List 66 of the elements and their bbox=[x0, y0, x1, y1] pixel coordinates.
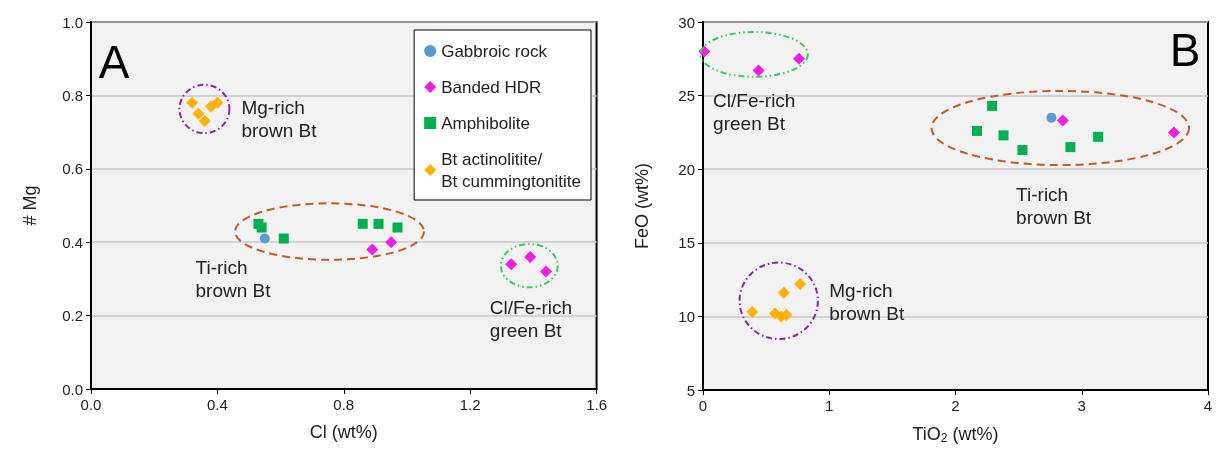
point bbox=[256, 222, 267, 233]
point bbox=[752, 64, 765, 77]
x-tick-label: 0.4 bbox=[206, 396, 228, 413]
point bbox=[186, 96, 199, 109]
annotation: B bbox=[1169, 23, 1201, 76]
point bbox=[1017, 145, 1028, 156]
y-tick-label: 25 bbox=[678, 87, 695, 105]
point bbox=[1167, 126, 1180, 139]
y-tick-label: 0.0 bbox=[62, 380, 83, 398]
y-tick-label: 10 bbox=[678, 307, 695, 325]
x-tick-label: 0.8 bbox=[333, 396, 355, 413]
y-axis-title: # Mg bbox=[20, 185, 40, 226]
annotation: Mg-rich brown Bt bbox=[829, 279, 905, 324]
x-tick-label: 2 bbox=[951, 397, 960, 414]
y-tick-label: 0.2 bbox=[62, 307, 83, 325]
point bbox=[259, 233, 270, 244]
point bbox=[794, 278, 807, 291]
point bbox=[211, 96, 224, 109]
legend-label: Gabbroic rock bbox=[441, 41, 548, 61]
annotation: Ti-rich brown Bt bbox=[195, 256, 272, 301]
annotation: Cl/Fe-rich green Bt bbox=[713, 90, 796, 135]
point bbox=[792, 52, 805, 65]
x-tick-label: 1.2 bbox=[459, 396, 481, 413]
y-tick-label: 20 bbox=[678, 160, 695, 178]
point bbox=[198, 115, 211, 128]
point bbox=[385, 236, 398, 249]
point bbox=[1046, 112, 1057, 123]
annotation: Cl/Fe-rich green Bt bbox=[489, 297, 573, 342]
y-tick-label: 0.4 bbox=[62, 233, 83, 251]
y-tick-label: 0.8 bbox=[62, 86, 83, 104]
legend-label: Bt actinolitite/ Bt cummingtonitite bbox=[441, 149, 582, 191]
annotation: Ti-rich brown Bt bbox=[1016, 184, 1092, 228]
y-tick-label: 1.0 bbox=[62, 13, 83, 31]
y-tick-label: 0.6 bbox=[62, 160, 83, 178]
point bbox=[987, 100, 998, 111]
point bbox=[392, 222, 403, 233]
point bbox=[540, 265, 553, 278]
point bbox=[971, 125, 982, 136]
x-tick-label: 0.0 bbox=[80, 396, 102, 413]
legend-label: Banded HDR bbox=[441, 77, 542, 97]
point bbox=[777, 286, 790, 299]
point bbox=[1065, 142, 1076, 153]
point bbox=[1093, 131, 1104, 142]
point bbox=[357, 218, 368, 229]
y-tick-label: 30 bbox=[678, 13, 695, 31]
x-tick-label: 0 bbox=[698, 397, 708, 414]
annotation: Mg-rich brown Bt bbox=[241, 97, 318, 142]
legend-label: Amphibolite bbox=[441, 113, 530, 133]
x-tick-label: 3 bbox=[1077, 397, 1086, 414]
point bbox=[373, 218, 384, 229]
x-tick-label: 1.6 bbox=[586, 396, 607, 413]
x-axis-title: Cl (wt%) bbox=[309, 422, 378, 442]
point bbox=[524, 250, 537, 263]
annotation: A bbox=[98, 36, 130, 89]
point bbox=[998, 130, 1009, 141]
point bbox=[366, 243, 379, 256]
point bbox=[746, 305, 759, 318]
y-axis-title: FeO (wt%) bbox=[632, 162, 652, 250]
x-tick-label: 1 bbox=[825, 397, 834, 414]
y-tick-label: 15 bbox=[678, 234, 695, 252]
point bbox=[192, 107, 205, 120]
y-tick-label: 5 bbox=[686, 381, 695, 399]
x-tick-label: 4 bbox=[1203, 397, 1213, 414]
point bbox=[278, 233, 289, 244]
point bbox=[505, 258, 518, 271]
point bbox=[1056, 114, 1069, 127]
